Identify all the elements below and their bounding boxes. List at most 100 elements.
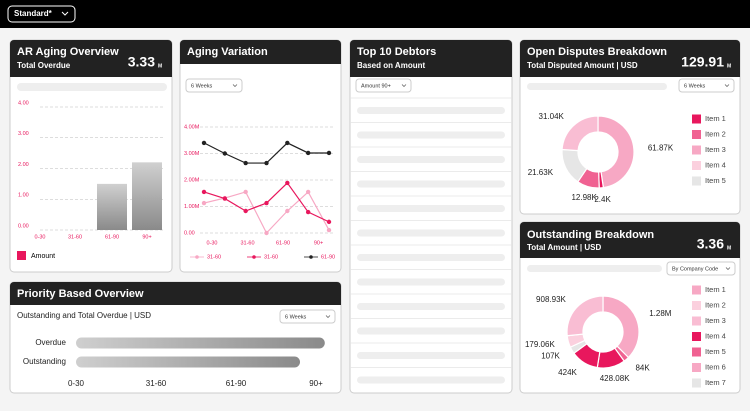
card-subtitle: Based on Amount xyxy=(357,61,425,70)
y-tick-label: 3.00M xyxy=(184,151,200,157)
data-label: 107K xyxy=(541,351,560,360)
legend-marker xyxy=(252,255,256,259)
total: 129.91 xyxy=(681,54,724,70)
card-ar-aging: AR Aging Overview Total Overdue 3.33 M xyxy=(9,39,173,273)
dropdown-text: 6 Weeks xyxy=(684,83,706,89)
card-header xyxy=(350,70,512,77)
legend-marker xyxy=(195,255,199,259)
placeholder xyxy=(357,131,505,139)
legend-swatch xyxy=(692,332,701,341)
view-dropdown[interactable]: Standard* xyxy=(7,5,76,23)
dropdown-box[interactable] xyxy=(185,78,243,93)
dropdown[interactable]: By Company Code xyxy=(666,261,736,276)
dropdown-box[interactable] xyxy=(355,78,412,93)
legend-swatch xyxy=(692,161,701,170)
card-header xyxy=(520,251,740,258)
point xyxy=(201,189,207,195)
placeholder xyxy=(527,265,662,272)
data-label: 1.28M xyxy=(649,309,672,318)
bar xyxy=(76,337,325,349)
dropdown-box[interactable] xyxy=(666,261,736,276)
x-tick-label: 61-90 xyxy=(226,379,247,388)
legend-swatch xyxy=(692,316,701,326)
dropdown-box[interactable] xyxy=(678,78,735,93)
legend-label: 31-60 xyxy=(264,254,278,260)
card-open-disputes: Open Disputes Breakdown Total Disputed A… xyxy=(519,39,741,215)
y-tick-label: 2.00M xyxy=(184,177,200,183)
legend-label: Item 2 xyxy=(705,129,726,138)
unit: M xyxy=(727,63,731,69)
x-tick-label: 0-30 xyxy=(206,240,217,246)
card-header xyxy=(10,298,341,305)
dropdown-text: Standard* xyxy=(14,9,53,18)
placeholder xyxy=(357,278,505,286)
card-title: AR Aging Overview xyxy=(17,46,119,58)
card-subtitle: Outstanding and Total Overdue | USD xyxy=(17,311,151,320)
y-tick-label: Outstanding xyxy=(23,357,66,366)
card-title: Aging Variation xyxy=(187,46,268,58)
card-header xyxy=(520,222,740,258)
data-label: 12.98K xyxy=(571,193,597,202)
card xyxy=(349,39,513,394)
legend-label: Item 1 xyxy=(705,285,726,294)
data-label: 424K xyxy=(558,368,577,377)
legend-swatch xyxy=(692,176,701,186)
point xyxy=(264,160,269,166)
data-label: 31.04K xyxy=(539,112,565,121)
placeholder xyxy=(357,303,505,310)
point xyxy=(222,151,228,156)
dropdown-box[interactable] xyxy=(279,309,336,324)
card-header xyxy=(10,40,172,77)
legend-label: 31-60 xyxy=(207,254,221,260)
placeholder xyxy=(357,254,505,261)
card-subtitle: Total Disputed Amount | USD xyxy=(527,61,638,70)
card-title: Priority Based Overview xyxy=(17,288,144,300)
dropdown-text: 6 Weeks xyxy=(191,83,213,89)
unit: M xyxy=(158,63,162,69)
point xyxy=(243,160,248,166)
dropdown[interactable]: 6 Weeks xyxy=(279,309,336,324)
point xyxy=(222,196,228,201)
y-tick-label: 4.00 xyxy=(18,100,29,106)
y-tick-label: 0.00 xyxy=(184,230,195,236)
dropdown[interactable]: 6 Weeks xyxy=(678,78,735,93)
placeholder xyxy=(357,180,505,188)
y-tick-label: Overdue xyxy=(35,338,66,347)
unit: M xyxy=(727,245,731,251)
legend-label: Item 4 xyxy=(705,331,726,340)
point xyxy=(305,189,311,195)
dropdown[interactable]: 6 Weeks xyxy=(185,78,243,93)
chevron xyxy=(725,267,731,270)
donut-segment xyxy=(597,115,635,189)
placeholder xyxy=(17,83,167,91)
point xyxy=(326,227,332,233)
chevron xyxy=(325,315,331,318)
x-tick-label: 90+ xyxy=(142,234,151,240)
placeholder xyxy=(357,205,505,212)
point xyxy=(305,150,311,156)
legend-swatch xyxy=(692,378,701,388)
legend-swatch xyxy=(692,285,701,295)
point xyxy=(243,189,248,195)
legend-label: 61-90 xyxy=(321,254,335,260)
legend-swatch xyxy=(692,301,701,310)
donut-segment xyxy=(566,295,604,337)
point xyxy=(264,230,269,236)
card-header xyxy=(350,40,512,77)
legend-swatch xyxy=(692,363,701,372)
total: 3.33 xyxy=(128,54,155,70)
placeholder xyxy=(357,376,505,384)
legend-label: Amount xyxy=(31,253,55,260)
y-tick-label: 1.00 xyxy=(18,193,29,199)
dropdown[interactable]: Amount 90+ xyxy=(355,78,412,93)
dropdown-box[interactable] xyxy=(7,5,76,23)
card-header xyxy=(520,70,740,77)
bar xyxy=(132,162,162,230)
point xyxy=(285,208,290,214)
data-label: 428.08K xyxy=(600,374,630,383)
x-tick-label: 61-90 xyxy=(105,234,119,240)
card-header xyxy=(10,70,172,77)
dropdown-text: 6 Weeks xyxy=(285,314,307,320)
chevron xyxy=(232,84,238,87)
legend-marker xyxy=(309,255,313,259)
